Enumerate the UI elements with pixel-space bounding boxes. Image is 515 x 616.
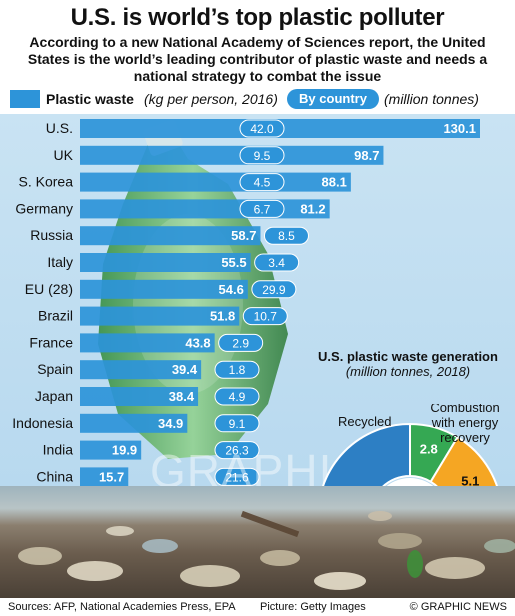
donut-value-label: 2.8	[420, 442, 438, 457]
country-label: India	[43, 442, 74, 458]
donut-title: U.S. plastic waste generation	[318, 349, 498, 364]
subtitle: According to a new National Academy of S…	[27, 34, 488, 84]
tonnes-value-label: 3.4	[268, 256, 285, 270]
tonnes-value-label: 29.9	[262, 283, 286, 297]
bar-per-person	[80, 253, 251, 272]
tonnes-pill	[218, 333, 264, 352]
legend-series2-label: By country	[287, 89, 379, 109]
tonnes-value-label: 21.6	[225, 470, 249, 484]
picture-credit: Picture: Getty Images	[260, 601, 366, 613]
country-label: Russia	[30, 227, 73, 243]
bar-chart: U.S. 130.1 42.0 UK 98.7 9.5 S. Korea 88.1 4.5 Ger…	[12, 119, 480, 486]
country-label: Japan	[35, 388, 73, 404]
chart-area: U.S. 130.1 42.0 UK 98.7 9.5 S. Korea 88.1 4.5 Ger…	[0, 114, 515, 609]
beach-photo	[0, 486, 515, 598]
donut-value-label: 5.1	[461, 473, 479, 488]
tonnes-pill	[239, 146, 285, 165]
bar-value-label: 54.6	[219, 282, 244, 297]
bar-per-person	[80, 387, 199, 406]
country-label: Spain	[37, 361, 73, 377]
tonnes-value-label: 26.3	[225, 444, 249, 458]
bar-per-person	[80, 360, 202, 380]
country-label: Germany	[15, 200, 73, 216]
tonnes-pill	[214, 387, 260, 406]
tonnes-pill	[239, 173, 285, 192]
tonnes-pill	[239, 199, 285, 218]
tonnes-value-label: 4.5	[254, 176, 271, 190]
bar-value-label: 34.9	[158, 416, 183, 431]
donut-slice-label: Combustion with energy recovery	[430, 404, 499, 445]
tonnes-pill	[242, 307, 288, 326]
tonnes-value-label: 2.9	[232, 336, 249, 350]
country-label: UK	[54, 147, 74, 163]
donut-subtitle: (million tonnes, 2018)	[345, 364, 471, 379]
tonnes-value-label: 6.7	[254, 202, 271, 216]
tonnes-pill	[254, 253, 300, 272]
tonnes-pill	[214, 414, 260, 433]
page-title: U.S. is world’s top plastic polluter	[70, 4, 445, 31]
tonnes-value-label: 42.0	[250, 122, 274, 136]
tonnes-value-label: 8.5	[278, 229, 295, 243]
tonnes-value-label: 4.9	[229, 390, 246, 404]
bar-value-label: 130.1	[443, 121, 476, 136]
tonnes-pill	[251, 280, 297, 299]
bar-per-person	[80, 226, 261, 246]
bar-value-label: 15.7	[99, 469, 124, 484]
bar-value-label: 55.5	[221, 255, 246, 270]
tonnes-value-label: 9.5	[254, 149, 271, 163]
bar-value-label: 98.7	[354, 148, 379, 163]
bar-value-label: 58.7	[231, 228, 256, 243]
country-label: Brazil	[38, 308, 73, 324]
bar-value-label: 39.4	[172, 362, 198, 377]
legend-series1-unit: (kg per person, 2016)	[144, 91, 278, 107]
bar-per-person	[80, 279, 248, 299]
country-label: S. Korea	[19, 174, 74, 190]
bar-value-label: 81.2	[300, 201, 325, 216]
copyright: © GRAPHIC NEWS	[409, 601, 507, 613]
bar-per-person	[80, 467, 129, 486]
donut-slice-label: Recycled	[338, 414, 391, 429]
legend-series1-label: Plastic waste	[46, 91, 134, 107]
country-label: France	[29, 334, 73, 350]
sources-text: Sources: AFP, National Academies Press, …	[8, 601, 236, 613]
tonnes-pill	[239, 119, 285, 138]
legend: Plastic waste (kg per person, 2016) By c…	[10, 88, 510, 110]
legend-swatch	[10, 90, 40, 108]
bar-per-person	[80, 145, 384, 165]
bar-per-person	[80, 413, 188, 433]
tonnes-pill	[263, 226, 309, 245]
country-label: Indonesia	[12, 415, 73, 431]
tonnes-value-label: 1.8	[229, 363, 246, 377]
legend-series2-unit: (million tonnes)	[384, 91, 479, 107]
tonnes-value-label: 10.7	[254, 310, 278, 324]
bar-value-label: 38.4	[169, 389, 195, 404]
country-label: China	[36, 468, 73, 484]
tonnes-pill	[214, 441, 260, 460]
bar-per-person	[80, 199, 330, 219]
bar-per-person	[80, 440, 142, 460]
footer: Sources: AFP, National Academies Press, …	[0, 598, 515, 616]
bar-value-label: 88.1	[322, 175, 347, 190]
tonnes-value-label: 9.1	[229, 417, 246, 431]
bar-per-person	[80, 333, 215, 353]
country-label: Italy	[47, 254, 73, 270]
bar-value-label: 43.8	[185, 335, 210, 350]
tonnes-pill	[214, 467, 260, 486]
bar-per-person	[80, 306, 240, 326]
donut-title-block: U.S. plastic waste generation (million t…	[318, 349, 498, 379]
tonnes-pill	[214, 360, 260, 379]
country-label: U.S.	[46, 120, 73, 136]
bar-value-label: 51.8	[210, 309, 235, 324]
country-label: EU (28)	[25, 281, 73, 297]
bar-per-person	[80, 172, 351, 192]
bar-value-label: 19.9	[112, 443, 137, 458]
